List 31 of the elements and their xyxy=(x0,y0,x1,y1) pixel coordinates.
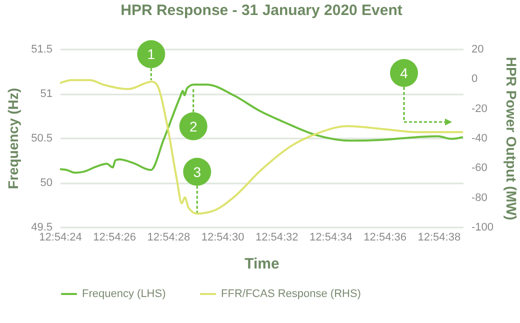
x-tick-label: 12:54:24 xyxy=(39,232,82,244)
x-tick-label: 12:54:36 xyxy=(364,232,406,244)
y2-tick-label: 0 xyxy=(472,73,478,86)
y2-tick-label: -60 xyxy=(472,162,488,174)
y-tick-label: 50.5 xyxy=(31,132,52,144)
chart-title: HPR Response - 31 January 2020 Event xyxy=(120,2,402,19)
y-tick-label: 51 xyxy=(40,88,52,100)
y2-tick-label: -20 xyxy=(472,102,488,115)
y-tick-label: 51.5 xyxy=(31,44,52,56)
y2-tick-label: 20 xyxy=(472,44,484,56)
annotation: 4 xyxy=(400,65,408,81)
y2-tick-label: -80 xyxy=(472,192,488,204)
y2-tick-label: -100 xyxy=(472,222,494,234)
y2-tick-label: -40 xyxy=(472,132,488,144)
annotation: 1 xyxy=(147,46,156,62)
x-tick-label: 12:54:38 xyxy=(418,232,461,244)
y-tick-label: 50 xyxy=(40,177,52,189)
line-series xyxy=(60,79,463,215)
legend-label: Frequency (LHS) xyxy=(82,288,166,300)
annotation: 2 xyxy=(189,118,198,134)
annotation: 3 xyxy=(193,164,202,180)
y-axis-title: Frequency (Hz) xyxy=(5,88,22,190)
x-tick-label: 12:54:26 xyxy=(93,232,136,244)
x-tick-label: 12:54:30 xyxy=(201,232,244,244)
x-tick-label: 12:54:32 xyxy=(255,232,298,244)
legend-label: FFR/FCAS Response (RHS) xyxy=(221,288,361,300)
y-tick-label: 49.5 xyxy=(31,222,52,234)
y2-axis-title: HPR Power Output (MW) xyxy=(504,56,520,220)
x-tick-label: 12:54:28 xyxy=(147,232,190,244)
x-axis-title: Time xyxy=(244,256,280,272)
x-tick-label: 12:54:34 xyxy=(310,232,352,244)
